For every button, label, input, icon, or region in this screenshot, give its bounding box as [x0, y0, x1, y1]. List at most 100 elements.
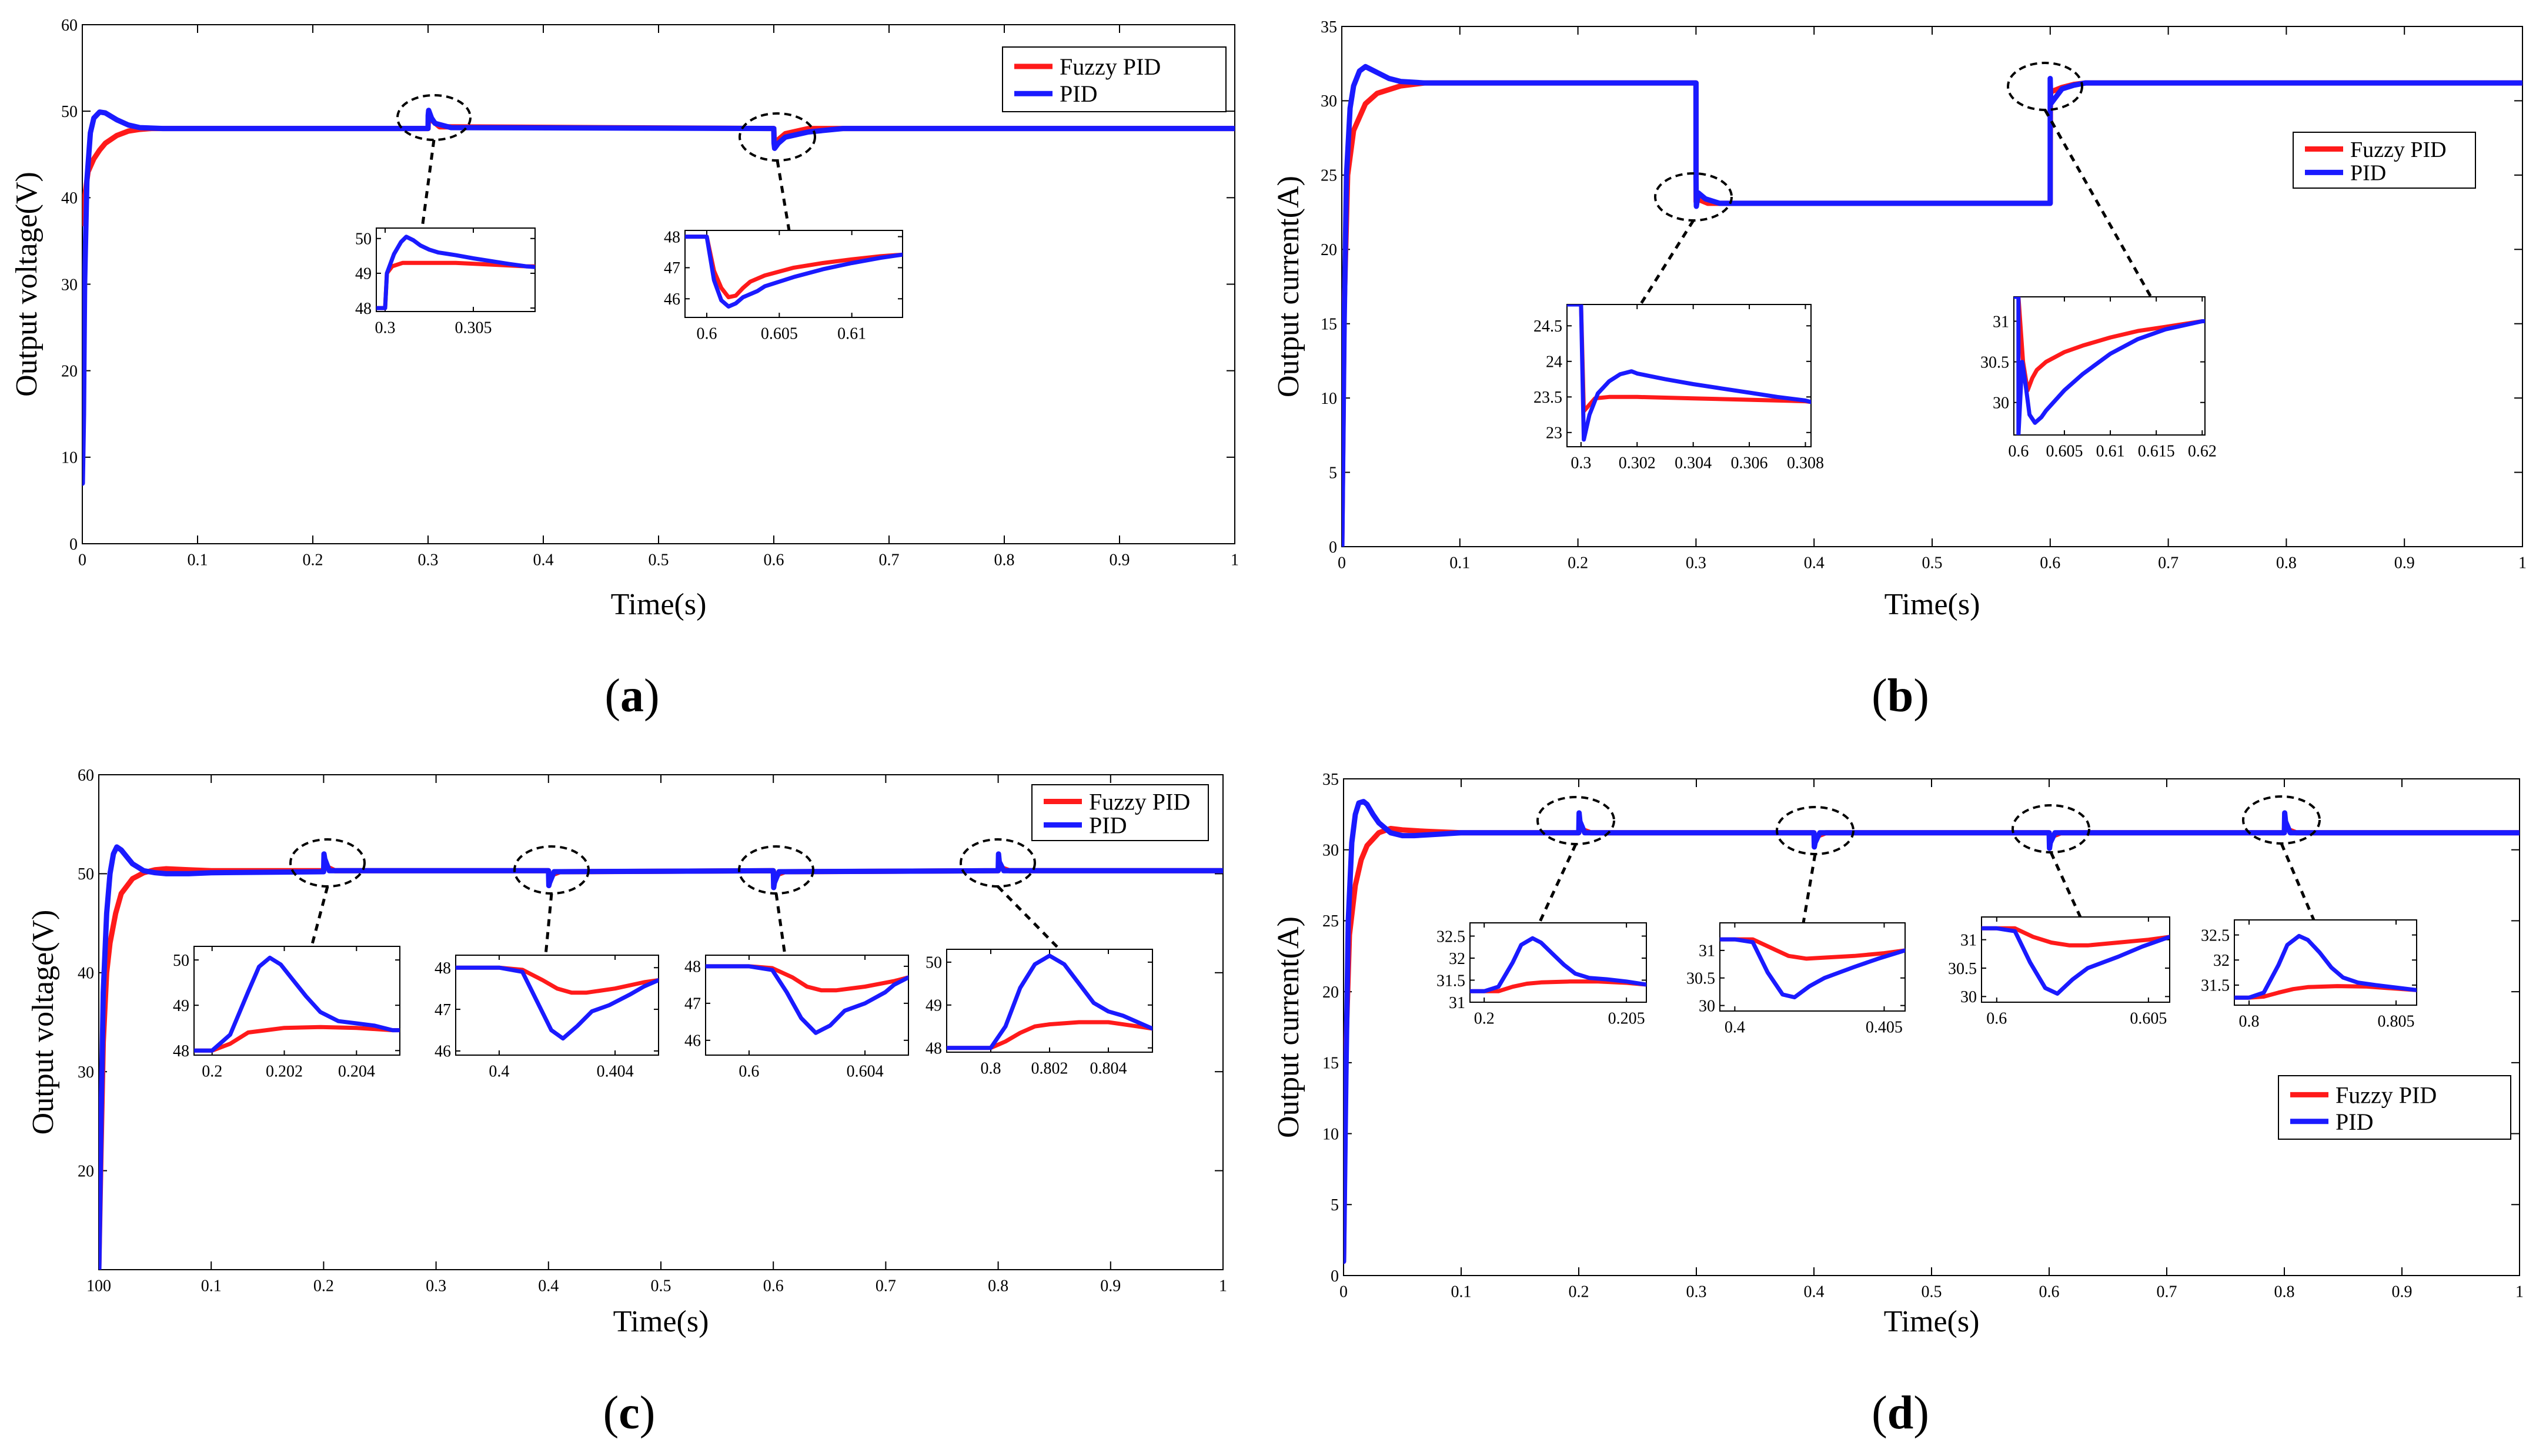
chart-b-ytick-label: 5 — [1329, 464, 1337, 482]
chart-b-xtick-label: 0.9 — [2394, 554, 2415, 572]
inset-b-2-xtick-label: 0.6 — [2008, 442, 2029, 460]
zoom-leader-line — [776, 160, 791, 231]
inset-c-2: 0.4 0.404 46 47 48 — [435, 845, 659, 1080]
inset-c-1: 0.2 0.202 0.204 48 49 50 — [173, 838, 400, 1080]
inset-a-2-xtick-label: 0.6 — [697, 324, 717, 343]
inset-c-1-xtick-label: 0.2 — [202, 1062, 222, 1080]
chart-b-xtick-label: 0 — [1338, 554, 1346, 572]
chart-a-xtick-label: 0.2 — [303, 551, 323, 569]
chart-b-ytick-label: 35 — [1321, 18, 1337, 36]
inset-background — [456, 955, 659, 1055]
inset-c-4-xtick-label: 0.8 — [981, 1059, 1001, 1077]
chart-b-xtick-label: 0.7 — [2158, 554, 2179, 572]
chart-d-ytick-label: 30 — [1322, 842, 1339, 860]
zoom-leader-line — [420, 139, 436, 229]
chart-c-ytick-label: 50 — [78, 865, 94, 883]
zoom-leader-line — [2043, 109, 2153, 298]
inset-c-4-ytick-label: 50 — [925, 954, 942, 972]
plot-layer: 0 0.1 0.2 0.3 0.4 0.5 0.6 0.7 0.8 0.9 101020304050… — [10, 16, 2527, 1338]
inset-c-1-ytick-label: 49 — [173, 997, 189, 1015]
chart-a-xtick-label: 0.4 — [533, 551, 554, 569]
inset-d-3-series-pid — [1982, 926, 2170, 996]
inset-c-3-ytick-label: 47 — [684, 995, 701, 1013]
zoom-leader-line — [544, 893, 553, 956]
legend-label: Fuzzy PID — [1089, 789, 1190, 815]
inset-b-1-xtick-label: 0.308 — [1787, 454, 1824, 472]
inset-c-3: 0.6 0.604 46 47 48 — [684, 845, 909, 1080]
inset-c-3-xtick-label: 0.604 — [847, 1062, 884, 1080]
y-axis-label: Output voltage(V) — [26, 910, 60, 1135]
chart-c-ytick-label: 30 — [78, 1063, 94, 1082]
inset-d-3: 0.6 0.605 30 30.5 31 — [1948, 804, 2170, 1027]
chart-c-series-pid — [99, 844, 1223, 1270]
inset-d-2-series-pid — [1720, 937, 1905, 1000]
inset-d-2-ytick-label: 31 — [1699, 942, 1715, 960]
chart-c-xtick-label: 0.9 — [1100, 1277, 1121, 1295]
inset-c-2-xtick-label: 0.404 — [597, 1062, 634, 1080]
chart-b-xtick-label: 0.6 — [2040, 554, 2060, 572]
chart-a-ytick-label: 20 — [61, 362, 78, 380]
chart-d-ytick-label: 20 — [1322, 983, 1339, 1002]
chart-c-ytick-label: 60 — [78, 767, 94, 785]
chart-d-xtick-label: 0.4 — [1804, 1283, 1825, 1301]
inset-c-4-xtick-label: 0.804 — [1090, 1059, 1127, 1077]
chart-a-ytick-label: 10 — [61, 449, 78, 467]
inset-a-2-series-fuzzy-pid — [685, 235, 903, 300]
chart-b-ytick-label: 10 — [1321, 390, 1337, 408]
inset-c-4: 0.8 0.802 0.804 48 49 50 — [925, 838, 1153, 1077]
inset-d-4-xtick-label: 0.8 — [2239, 1012, 2260, 1030]
chart-a-series-pid — [82, 108, 1235, 486]
chart-c-ytick-label: 40 — [78, 965, 94, 983]
inset-b-2: 0.6 0.605 0.61 0.615 0.62 30 30.5 31 — [1980, 62, 2217, 460]
inset-c-1-xtick-label: 0.202 — [266, 1062, 303, 1080]
inset-background — [1720, 923, 1905, 1011]
inset-b-2-ytick-label: 31 — [1993, 313, 2009, 331]
y-axis-label: Output voltage(V) — [10, 172, 44, 397]
chart-d-ytick-label: 25 — [1322, 912, 1339, 930]
panel-label-c: (c) — [603, 1387, 656, 1439]
inset-c-3-ytick-label: 46 — [684, 1032, 701, 1050]
inset-b-1-ytick-label: 24.5 — [1533, 317, 1562, 336]
inset-c-2-ytick-label: 46 — [435, 1043, 451, 1061]
chart-d-xtick-label: 0.3 — [1686, 1283, 1707, 1301]
chart-c-xtick-label: 0.4 — [538, 1277, 559, 1295]
inset-d-1-series-fuzzy-pid — [1470, 979, 1646, 993]
inset-d-4-xtick-label: 0.805 — [2378, 1012, 2415, 1030]
chart-c-xtick-label: 0.7 — [876, 1277, 896, 1295]
chart-d: 0 0.1 0.2 0.3 0.4 0.5 0.6 0.7 0.8 0.9 105101520253… — [1272, 771, 2524, 1338]
legend-label: Fuzzy PID — [2335, 1082, 2437, 1108]
chart-a-ytick-label: 40 — [61, 189, 78, 207]
x-axis-label: Time(s) — [1884, 1305, 1980, 1338]
x-axis-label: Time(s) — [613, 1305, 709, 1338]
x-axis-label: Time(s) — [1885, 588, 1980, 621]
chart-a-xtick-label: 0.3 — [418, 551, 439, 569]
inset-c-4-ytick-label: 48 — [925, 1040, 942, 1058]
chart-c-xtick-label: 0.3 — [426, 1277, 446, 1295]
inset-d-2-frame — [1719, 922, 1906, 1012]
chart-c-xtick-label: 1 — [1219, 1277, 1227, 1295]
chart-a-xtick-label: 1 — [1231, 551, 1239, 569]
chart-b-xtick-label: 0.2 — [1568, 554, 1588, 572]
x-axis-label: Time(s) — [611, 588, 707, 621]
inset-a-1-series-pid — [376, 235, 535, 310]
inset-c-4-series-pid — [947, 953, 1152, 1050]
legend-label: PID — [1060, 81, 1097, 107]
inset-c-4-ytick-label: 49 — [925, 997, 942, 1015]
chart-d-ytick-label: 10 — [1322, 1125, 1339, 1143]
zoom-circle — [2242, 795, 2321, 845]
chart-b-xtick-label: 0.8 — [2276, 554, 2297, 572]
chart-d-frame — [1343, 778, 2520, 1276]
inset-b-2-xtick-label: 0.61 — [2096, 442, 2125, 460]
chart-b-frame — [1341, 26, 2523, 547]
chart-b-xtick-label: 0.5 — [1922, 554, 1943, 572]
chart-d-xtick-label: 1 — [2515, 1283, 2524, 1301]
inset-d-2-xtick-label: 0.405 — [1866, 1018, 1903, 1036]
legend-box — [2278, 1075, 2511, 1140]
inset-a-1-xtick-label: 0.3 — [375, 319, 396, 337]
inset-d-1-ytick-label: 32.5 — [1436, 928, 1465, 946]
inset-a-2-xtick-label: 0.61 — [837, 324, 866, 343]
chart-a-xtick-label: 0 — [78, 551, 86, 569]
zoom-leader-line — [1538, 843, 1578, 924]
inset-c-2-frame — [455, 955, 659, 1056]
